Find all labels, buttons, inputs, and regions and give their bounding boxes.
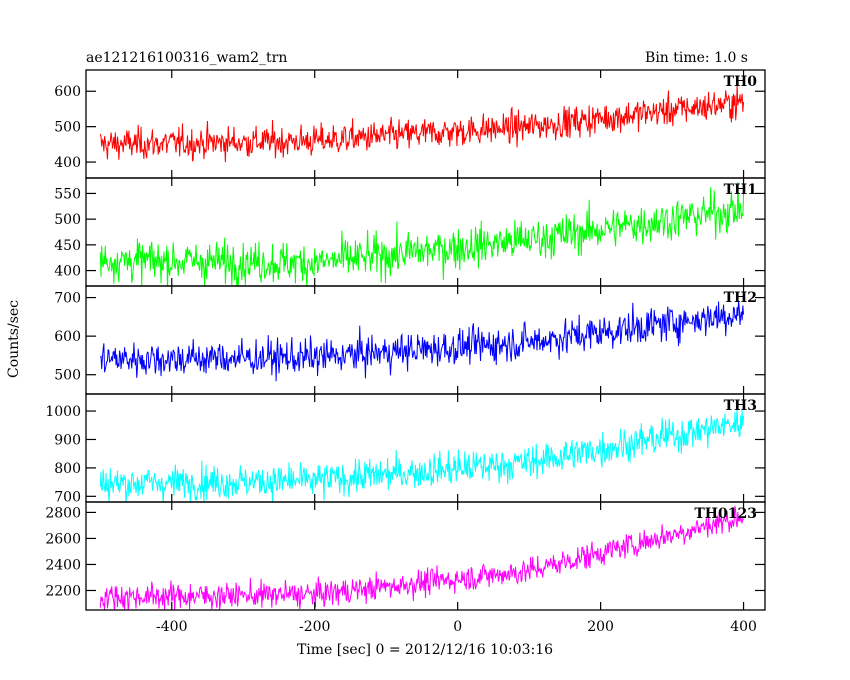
y-tick-label: 500 bbox=[54, 120, 81, 136]
y-tick-label: 400 bbox=[54, 264, 81, 280]
y-tick-label: 800 bbox=[54, 461, 81, 477]
y-tick-label: 2800 bbox=[45, 505, 81, 521]
y-tick-label: 700 bbox=[54, 489, 81, 505]
series-line-th2 bbox=[99, 300, 745, 382]
y-tick-label: 500 bbox=[54, 368, 81, 384]
x-axis-title: Time [sec] 0 = 2012/12/16 10:03:16 bbox=[297, 642, 553, 658]
panel-frame bbox=[85, 69, 766, 179]
x-axis-ticks: -400 -200 0 200 400 bbox=[156, 619, 757, 635]
panels: 400 500 600 TH0 400 450 500 550 TH1 500 600 700 TH2 7… bbox=[45, 69, 766, 611]
panel-frame bbox=[85, 285, 766, 395]
panel-label-th1: TH1 bbox=[724, 182, 757, 198]
y-tick-label: 600 bbox=[54, 84, 81, 100]
y-tick-label: 550 bbox=[54, 186, 81, 202]
panel-th3: 700 800 900 1000 TH3 bbox=[45, 393, 766, 505]
series-line-th1 bbox=[99, 182, 745, 286]
y-tick-label: 2200 bbox=[45, 583, 81, 599]
series-line-th0123 bbox=[99, 505, 744, 610]
panel-th1: 400 450 500 550 TH1 bbox=[54, 177, 766, 287]
y-tick-label: 2400 bbox=[45, 557, 81, 573]
chart-title: ae121216100316_wam2_trn bbox=[86, 50, 287, 66]
panel-th0: 400 500 600 TH0 bbox=[54, 69, 766, 179]
panel-th0123: 2200 2400 2600 2800 TH0123 bbox=[45, 501, 766, 611]
y-tick-label: 700 bbox=[54, 291, 81, 307]
panel-label-th2: TH2 bbox=[724, 290, 757, 306]
y-tick-label: 1000 bbox=[45, 404, 81, 420]
chart-subtitle: Bin time: 1.0 s bbox=[645, 50, 748, 66]
panel-th2: 500 600 700 TH2 bbox=[54, 285, 766, 395]
y-tick-label: 2600 bbox=[45, 531, 81, 547]
series-line-th3 bbox=[99, 407, 745, 502]
panel-label-th0123: TH0123 bbox=[694, 506, 757, 522]
x-tick-label: 400 bbox=[730, 619, 757, 635]
series-line-th0 bbox=[99, 84, 745, 163]
y-tick-label: 400 bbox=[54, 155, 81, 171]
x-tick-label: 0 bbox=[453, 619, 462, 635]
y-tick-label: 900 bbox=[54, 432, 81, 448]
panel-frame bbox=[85, 501, 766, 611]
x-tick-label: -200 bbox=[299, 619, 330, 635]
y-tick-label: 600 bbox=[54, 329, 81, 345]
panel-label-th0: TH0 bbox=[724, 74, 758, 90]
x-tick-label: -400 bbox=[156, 619, 187, 635]
panel-label-th3: TH3 bbox=[724, 398, 757, 414]
x-tick-label: 200 bbox=[587, 619, 614, 635]
y-tick-label: 500 bbox=[54, 212, 81, 228]
y-tick-label: 450 bbox=[54, 238, 81, 254]
y-axis-title: Counts/sec bbox=[6, 300, 22, 378]
